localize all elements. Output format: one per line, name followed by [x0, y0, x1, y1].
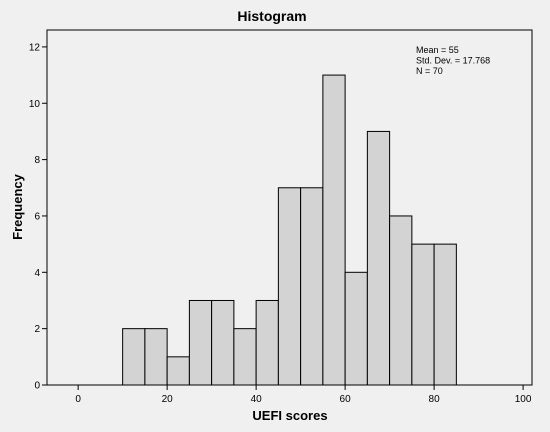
- histogram-bar: [122, 328, 146, 386]
- histogram-bar: [188, 299, 213, 386]
- histogram-bar: [433, 243, 457, 386]
- x-tick-label: 40: [251, 394, 263, 405]
- x-axis-title: UEFI scores: [252, 408, 327, 423]
- stats-line: Std. Dev. = 17.768: [416, 56, 490, 66]
- x-tick-label: 0: [75, 394, 81, 405]
- histogram-bar: [366, 130, 391, 386]
- y-tick-label: 8: [34, 155, 40, 166]
- y-tick-label: 2: [34, 324, 40, 335]
- histogram-bar: [389, 215, 413, 386]
- histogram-bar: [300, 187, 324, 386]
- histogram-bar: [255, 299, 279, 386]
- y-tick-label: 10: [29, 99, 41, 110]
- x-axis: 0 20 40 60 80 100: [75, 385, 532, 405]
- y-axis-title: Frequency: [10, 173, 25, 240]
- y-tick-label: 6: [34, 211, 40, 222]
- x-tick-label: 20: [162, 394, 174, 405]
- chart-title: Histogram: [237, 8, 306, 24]
- y-tick-label: 12: [29, 42, 41, 53]
- stats-line: Mean = 55: [416, 45, 459, 55]
- histogram-bar: [322, 74, 346, 386]
- x-tick-label: 80: [429, 394, 441, 405]
- histogram-bar: [233, 328, 257, 386]
- histogram-bar: [144, 328, 168, 386]
- histogram-bar: [277, 187, 302, 386]
- x-tick-label: 100: [515, 394, 532, 405]
- y-axis: 0 2 4 6 8 10 12: [29, 42, 47, 392]
- histogram-bar: [411, 243, 435, 386]
- y-tick-label: 0: [34, 381, 40, 392]
- histogram-bar: [211, 299, 235, 386]
- bars-layer: [122, 74, 457, 386]
- histogram-bar: [344, 271, 368, 386]
- stats-line: N = 70: [416, 66, 443, 76]
- x-tick-label: 60: [340, 394, 352, 405]
- histogram-bar: [166, 356, 190, 386]
- y-tick-label: 4: [34, 268, 40, 279]
